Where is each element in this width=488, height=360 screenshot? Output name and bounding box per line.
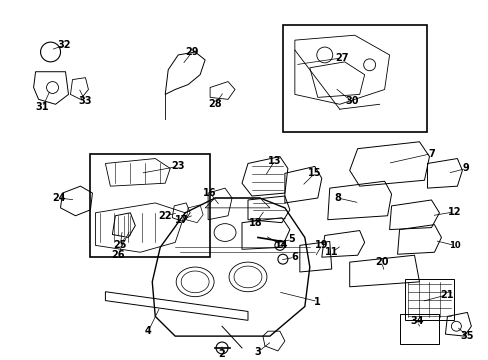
Text: 8: 8	[334, 193, 341, 203]
Text: 33: 33	[79, 96, 92, 106]
Bar	[90, 154, 210, 257]
Text: 12: 12	[447, 207, 460, 217]
Text: 24: 24	[52, 193, 65, 203]
Text: 25: 25	[113, 240, 127, 250]
Text: 21: 21	[440, 290, 453, 300]
Text: 26: 26	[111, 250, 125, 260]
Text: 22: 22	[158, 211, 172, 221]
Text: 2: 2	[218, 349, 225, 359]
Text: 6: 6	[291, 252, 298, 262]
Text: 17: 17	[175, 215, 188, 225]
Bar	[283, 25, 427, 132]
Bar	[404, 279, 453, 320]
Text: 31: 31	[36, 102, 49, 112]
Text: 11: 11	[325, 247, 338, 257]
Text: 7: 7	[427, 149, 434, 159]
Text: 14: 14	[275, 240, 288, 250]
Text: 4: 4	[144, 326, 151, 336]
Text: 1: 1	[314, 297, 321, 307]
Text: 3: 3	[254, 347, 261, 357]
Text: 9: 9	[462, 163, 469, 174]
Text: 18: 18	[249, 218, 262, 228]
Text: 29: 29	[185, 47, 199, 57]
Bar	[399, 314, 439, 344]
Text: 15: 15	[307, 168, 321, 178]
Text: 32: 32	[58, 40, 71, 50]
Text: 35: 35	[460, 331, 473, 341]
Text: 13: 13	[267, 156, 281, 166]
Text: 19: 19	[314, 240, 328, 250]
Text: 27: 27	[334, 53, 348, 63]
Text: 34: 34	[410, 316, 424, 326]
Text: 30: 30	[344, 96, 358, 106]
Text: 20: 20	[374, 257, 387, 267]
Text: 16: 16	[203, 188, 216, 198]
Text: 23: 23	[171, 161, 184, 171]
Text: 28: 28	[208, 99, 222, 109]
Text: 10: 10	[447, 241, 459, 250]
Text: 5: 5	[288, 234, 295, 244]
